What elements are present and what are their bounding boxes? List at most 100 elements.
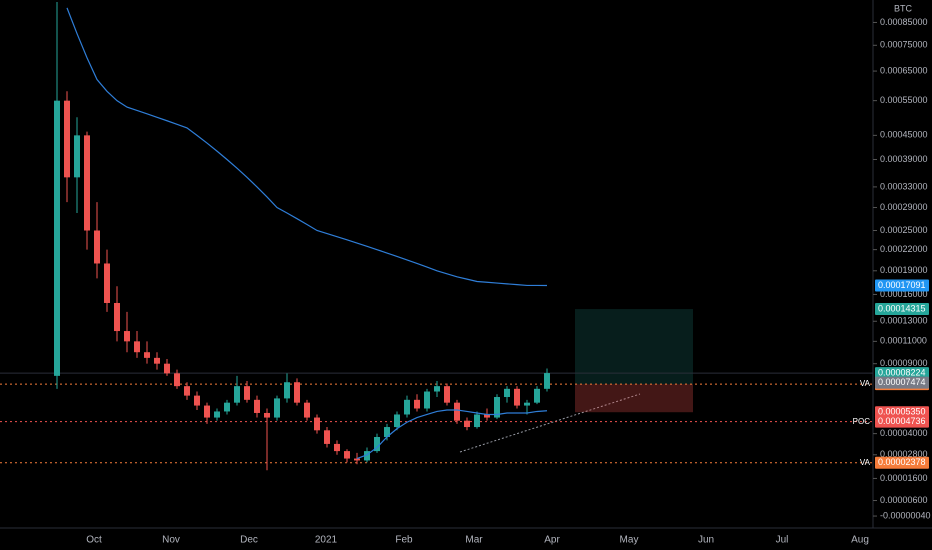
candle-body — [284, 382, 290, 399]
y-tick-label: 0.00004000 — [880, 428, 928, 438]
candle-body — [424, 391, 430, 409]
candle-body — [344, 451, 350, 459]
price-label-box — [875, 303, 929, 316]
candle-body — [324, 430, 330, 444]
candle-body — [274, 398, 280, 418]
y-tick-label: 0.00000600 — [880, 495, 928, 505]
candle-body — [454, 402, 460, 421]
candle-body — [234, 386, 240, 403]
y-tick-label: 0.00009000 — [880, 358, 928, 368]
x-tick-label: Apr — [544, 535, 560, 546]
profit-zone — [575, 309, 693, 385]
candle-body — [244, 386, 250, 400]
candle-body — [484, 414, 490, 418]
candle-body — [84, 135, 90, 231]
candle-body — [394, 414, 400, 428]
x-tick-label: Oct — [86, 535, 102, 546]
average-line — [66, 7, 548, 287]
price-label-box — [875, 376, 929, 389]
price-label-box — [875, 279, 929, 292]
x-tick-label: Nov — [162, 535, 180, 546]
candle-body — [534, 388, 540, 403]
y-tick-label: 0.00011000 — [880, 336, 927, 346]
candle-body — [104, 263, 110, 303]
candle-body — [434, 386, 440, 392]
candle-body — [464, 420, 470, 428]
candle-body — [294, 382, 300, 403]
candle-body — [444, 386, 450, 403]
price-label: 0.00005350 — [878, 407, 926, 417]
candle-body — [134, 341, 140, 353]
candle-body — [144, 352, 150, 358]
price-label-box — [875, 456, 929, 469]
x-tick-label: Feb — [395, 535, 413, 546]
candle-body — [74, 135, 80, 178]
price-label-box — [875, 406, 929, 419]
candle-body — [54, 100, 60, 376]
x-tick-label: Aug — [851, 535, 869, 546]
candle-body — [314, 417, 320, 431]
y-tick-label: 0.00045000 — [880, 130, 928, 140]
y-tick-label: 0.00033000 — [880, 181, 928, 191]
candle-body — [474, 414, 480, 428]
candle-body — [544, 373, 550, 389]
price-label: 0.00002378 — [878, 457, 926, 467]
y-tick-label: 0.00025000 — [880, 225, 928, 235]
candle-body — [184, 386, 190, 396]
x-tick-label: Dec — [240, 535, 258, 546]
loss-zone — [575, 384, 693, 413]
price-label-tag: VA — [860, 458, 871, 467]
price-label: 0.00017091 — [878, 280, 926, 290]
candle-body — [504, 388, 510, 398]
y-tick-label: 0.00085000 — [880, 17, 928, 27]
candle-body — [304, 402, 310, 418]
y-tick-label: 0.00022000 — [880, 244, 928, 254]
candle-body — [334, 443, 340, 452]
price-label-tag: VA — [860, 379, 871, 388]
y-tick-label: 0.00055000 — [880, 95, 928, 105]
candle-body — [154, 357, 160, 364]
average-line — [356, 409, 548, 460]
candle-body — [404, 399, 410, 415]
y-tick-label: 0.00013000 — [880, 316, 928, 326]
currency-label: BTC — [894, 3, 913, 13]
price-label-tag: POC — [853, 417, 871, 426]
price-label: 0.00014315 — [878, 303, 926, 313]
candle-body — [384, 427, 390, 437]
y-tick-label: 0.00016000 — [880, 289, 928, 299]
price-label: 0.00004736 — [878, 416, 926, 426]
candle-body — [364, 451, 370, 461]
candle-body — [164, 363, 170, 374]
trend-line — [459, 393, 641, 453]
candle-body — [124, 331, 130, 342]
candle-body — [414, 399, 420, 409]
candle-body — [524, 402, 530, 406]
candle-body — [204, 405, 210, 418]
candle-body — [254, 399, 260, 413]
x-tick-label: Jul — [776, 535, 789, 546]
candle-body — [194, 395, 200, 406]
y-tick-label: 0.00039000 — [880, 154, 928, 164]
candle-body — [514, 388, 520, 406]
price-label-box — [875, 367, 929, 380]
price-label: 0.00008224 — [878, 367, 926, 377]
candle-body — [64, 100, 70, 178]
candle-body — [114, 302, 120, 332]
x-tick-label: Jun — [698, 535, 714, 546]
price-label: 0.00007474 — [878, 377, 926, 387]
y-tick-label: 0.00002800 — [880, 449, 928, 459]
candle-body — [374, 436, 380, 452]
y-tick-label: 0.00029000 — [880, 202, 928, 212]
y-tick-label: 0.00019000 — [880, 265, 928, 275]
candle-body — [354, 458, 360, 461]
x-tick-label: Mar — [465, 535, 483, 546]
y-tick-label: 0.00001600 — [880, 473, 928, 483]
y-tick-label: -0.00000040 — [880, 510, 931, 520]
candle-body — [494, 397, 500, 418]
x-tick-label: 2021 — [315, 535, 338, 546]
candle-body — [264, 412, 270, 418]
candle-body — [94, 230, 100, 264]
candle-body — [174, 373, 180, 387]
